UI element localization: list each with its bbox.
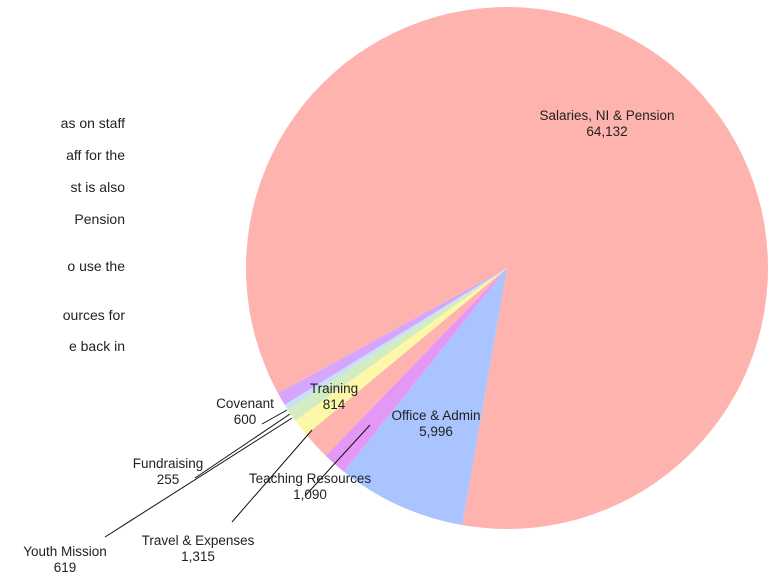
- slice-label: Teaching Resources: [249, 471, 372, 486]
- paragraph-line: e back in: [69, 338, 125, 354]
- slice-label: Youth Mission: [23, 544, 107, 559]
- pie-slice: [343, 268, 507, 526]
- slice-value: 814: [323, 397, 346, 412]
- slice-value: 600: [234, 412, 257, 427]
- slice-value: 619: [54, 560, 77, 575]
- slice-label: Training: [310, 381, 358, 396]
- leader-line: [261, 409, 288, 425]
- slice-label: Covenant: [216, 396, 274, 411]
- paragraph-line: st is also: [71, 179, 126, 195]
- paragraph-line: ources for: [63, 307, 126, 323]
- pie-slice: [306, 268, 507, 456]
- slice-value: 64,132: [586, 124, 627, 139]
- leader-line: [304, 424, 371, 497]
- pie-slice: [287, 268, 507, 421]
- slice-value: 255: [157, 472, 180, 487]
- slice-value: 1,315: [181, 549, 215, 564]
- slice-value: 5,996: [419, 424, 453, 439]
- slice-label: Salaries, NI & Pension: [539, 108, 674, 123]
- slice-value: 1,090: [293, 487, 327, 502]
- pie-slice: [295, 268, 507, 435]
- paragraph-line: as on staff: [61, 115, 125, 131]
- pie-slice: [325, 268, 507, 472]
- leader-line: [104, 417, 293, 538]
- slice-label: Office & Admin: [391, 408, 480, 423]
- leader-line: [194, 413, 291, 479]
- slice-label: Travel & Expenses: [142, 533, 255, 548]
- pie-slice: [246, 7, 769, 530]
- paragraph-line: aff for the: [66, 147, 125, 163]
- pie-slice: [284, 268, 507, 410]
- paragraph-line: Pension: [74, 211, 125, 227]
- pie-slice: [278, 268, 507, 405]
- leader-line: [231, 429, 313, 523]
- slice-label: Fundraising: [133, 456, 204, 471]
- paragraph-line: o use the: [67, 258, 125, 274]
